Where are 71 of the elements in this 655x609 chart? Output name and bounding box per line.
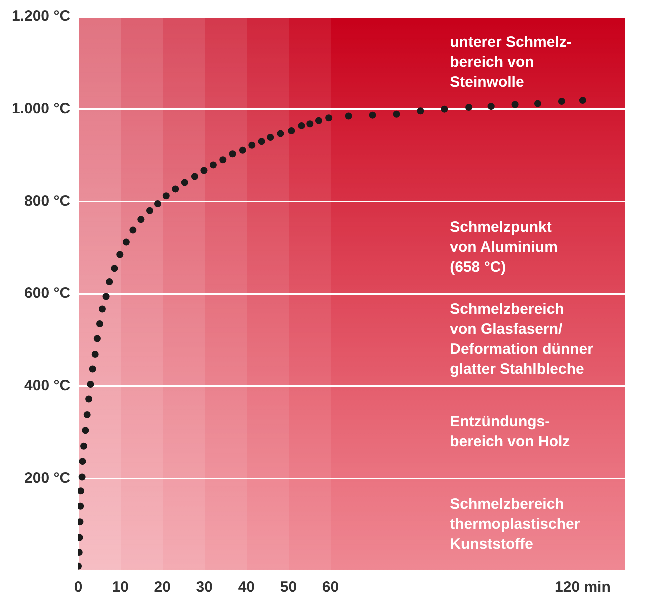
point bbox=[106, 278, 114, 286]
point bbox=[306, 120, 314, 128]
point bbox=[534, 100, 542, 108]
y-tick-label: 400 °C bbox=[24, 377, 71, 394]
point bbox=[579, 97, 586, 104]
point bbox=[248, 142, 256, 149]
x-tick-label: 10 bbox=[112, 579, 129, 596]
point bbox=[98, 306, 106, 313]
point bbox=[172, 186, 180, 193]
point bbox=[488, 103, 495, 110]
point bbox=[116, 251, 124, 258]
annotation: Schmelzpunkt von Aluminium (658 °C) bbox=[450, 219, 558, 276]
point bbox=[78, 474, 86, 481]
point bbox=[393, 110, 400, 118]
y-tick-label: 1.000 °C bbox=[12, 100, 71, 118]
point bbox=[138, 216, 145, 224]
point bbox=[181, 179, 188, 186]
point bbox=[96, 320, 104, 328]
point bbox=[229, 150, 236, 158]
y-tick-label: 1.200 °C bbox=[12, 8, 71, 26]
point bbox=[288, 128, 296, 135]
point bbox=[79, 458, 86, 466]
point bbox=[466, 104, 473, 111]
y-tick-label: 200 °C bbox=[24, 470, 71, 487]
point bbox=[111, 265, 118, 272]
y-tick-label: 800 °C bbox=[24, 192, 71, 210]
point bbox=[267, 134, 274, 141]
point bbox=[315, 117, 322, 124]
point bbox=[78, 502, 84, 510]
x-tick-label: 20 bbox=[154, 579, 171, 596]
point bbox=[84, 411, 91, 418]
annotation: Schmelzbereich von Glasfasern/ Deformation dünner glatter Stahlbleche bbox=[450, 301, 594, 378]
point bbox=[558, 98, 566, 105]
x-tick-label: 50 bbox=[280, 579, 298, 596]
point bbox=[258, 138, 266, 146]
point bbox=[92, 350, 99, 358]
x-tick-label: 40 bbox=[238, 579, 256, 596]
point bbox=[326, 114, 333, 122]
point bbox=[441, 106, 448, 113]
point bbox=[369, 112, 376, 119]
y-tick-label: 600 °C bbox=[24, 285, 71, 302]
point bbox=[200, 167, 208, 174]
point bbox=[146, 207, 154, 214]
point bbox=[122, 238, 130, 246]
x-tick-label: 0 bbox=[74, 579, 83, 596]
point bbox=[298, 122, 306, 130]
point bbox=[277, 130, 284, 138]
point bbox=[94, 335, 101, 342]
point bbox=[154, 200, 162, 208]
point bbox=[87, 380, 94, 388]
point bbox=[239, 146, 246, 154]
x-tick-label: 60 bbox=[322, 579, 340, 596]
annotation: unterer Schmelz- bereich von Steinwolle bbox=[450, 34, 572, 92]
x-tick-label: 120 min bbox=[555, 579, 611, 596]
point bbox=[80, 442, 88, 450]
point bbox=[191, 173, 198, 180]
point bbox=[130, 226, 137, 234]
point bbox=[82, 427, 90, 434]
point bbox=[78, 488, 85, 495]
point bbox=[345, 112, 352, 120]
point bbox=[417, 108, 424, 115]
point bbox=[86, 396, 93, 403]
point bbox=[89, 366, 96, 373]
point bbox=[102, 293, 110, 300]
point bbox=[512, 101, 519, 108]
x-tick-label: 30 bbox=[196, 579, 213, 596]
point bbox=[210, 162, 217, 169]
annotation: Entzündungs- bereich von Holz bbox=[450, 414, 570, 451]
annotation: Schmelzbereich thermoplastischer Kunststoffe bbox=[450, 496, 580, 554]
point bbox=[162, 192, 170, 200]
point bbox=[220, 156, 227, 164]
